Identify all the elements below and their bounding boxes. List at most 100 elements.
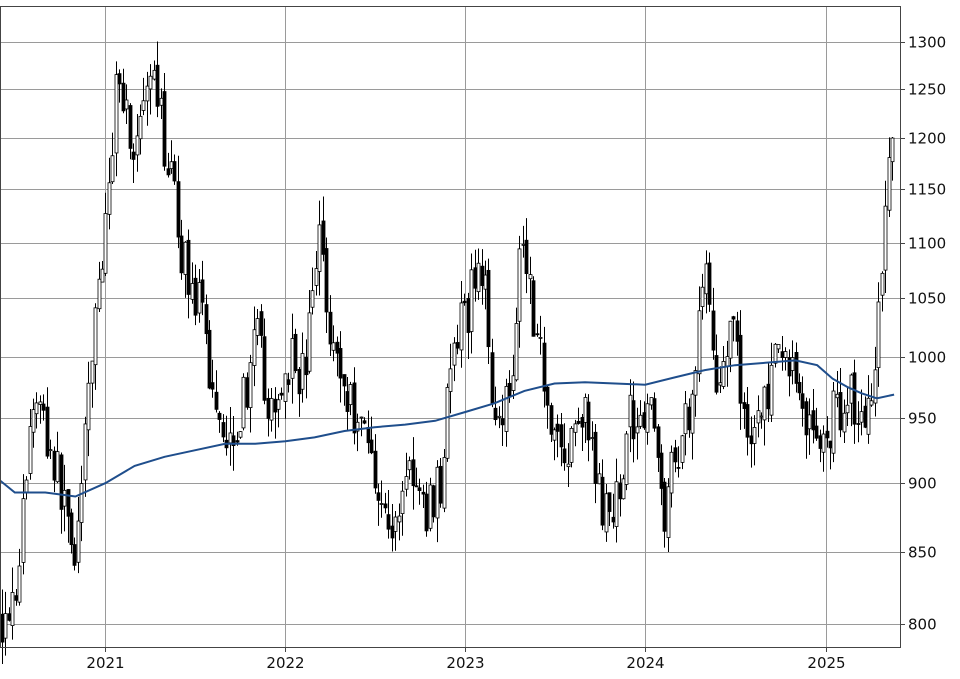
candle-body-up: [680, 435, 685, 463]
candle-body-up: [97, 278, 102, 310]
candle: [462, 293, 467, 306]
candle: [314, 250, 319, 296]
candle: [887, 137, 892, 217]
candle: [880, 271, 885, 312]
candle: [107, 157, 112, 230]
candle: [145, 71, 150, 126]
candle: [417, 478, 422, 505]
candle: [431, 484, 436, 523]
candle: [404, 452, 409, 497]
candle-body-down: [342, 374, 347, 387]
candle: [276, 394, 281, 428]
candle-body-up: [141, 100, 146, 111]
candle: [321, 196, 326, 262]
y-tick-label: 850: [908, 544, 937, 562]
candle: [310, 267, 315, 315]
candle-body-down: [204, 304, 209, 335]
candle: [245, 372, 250, 410]
candle-body-down: [580, 417, 585, 428]
candle: [645, 393, 650, 445]
candle-body-up: [769, 364, 774, 416]
candle: [825, 416, 830, 448]
candle-body-up: [762, 386, 767, 421]
candle-body-down: [59, 454, 64, 510]
candle: [776, 344, 781, 354]
candle-body-down: [121, 82, 126, 112]
candle-body-down: [293, 333, 298, 372]
candle-body-up: [776, 344, 781, 350]
candle-body-up: [252, 329, 257, 366]
candle: [638, 400, 643, 429]
candle: [317, 200, 322, 296]
candle: [369, 416, 374, 455]
candle: [390, 503, 395, 552]
candle-body-up: [683, 403, 688, 435]
candle: [34, 392, 39, 429]
x-tick-label: 2022: [266, 654, 304, 672]
candle-body-up: [835, 393, 840, 399]
candle-body-up: [666, 486, 671, 538]
candle-body-down: [618, 482, 623, 500]
candle: [549, 402, 554, 442]
candle-body-up: [10, 592, 15, 626]
candle-body-down: [531, 280, 536, 337]
candle-body-up: [476, 262, 481, 293]
candle-body-up: [452, 342, 457, 366]
candle: [241, 373, 246, 431]
candle-body-down: [373, 450, 378, 489]
candle: [428, 477, 433, 532]
candle-body-up: [400, 490, 405, 515]
candle-body-up: [459, 302, 464, 351]
candle: [697, 286, 702, 382]
candle-body-up: [669, 451, 674, 494]
candle-body-up: [62, 489, 67, 507]
candle: [538, 315, 543, 355]
candle-body-down: [493, 407, 498, 421]
candle-body-down: [797, 381, 802, 394]
candle-body-up: [628, 394, 633, 428]
candle: [514, 307, 519, 382]
candle: [535, 323, 540, 337]
candle-body-up: [31, 409, 36, 433]
candle: [652, 392, 657, 432]
candle: [883, 180, 888, 294]
candle-body-down: [421, 491, 426, 495]
candle-body-up: [638, 414, 643, 427]
plot-frame: [0, 6, 901, 648]
candle-body-down: [390, 525, 395, 539]
candle: [566, 443, 571, 488]
x-tick-label: 2024: [626, 654, 664, 672]
candle-body-up: [635, 426, 640, 434]
candle-body-up: [76, 520, 81, 563]
candle: [97, 261, 102, 313]
candle-body-up: [269, 398, 274, 421]
candle: [735, 311, 740, 356]
candle: [62, 464, 67, 532]
candle: [348, 381, 353, 416]
candle-body-up: [721, 361, 726, 387]
candle-body-down: [376, 492, 381, 501]
candle: [680, 434, 685, 470]
candle: [324, 237, 329, 333]
candle: [631, 381, 636, 463]
candle-body-down: [328, 311, 333, 345]
candle-body-down: [352, 382, 357, 434]
candle-body-down: [186, 239, 191, 295]
candle: [604, 484, 609, 542]
candle-body-down: [659, 452, 664, 489]
candle-body-up: [21, 498, 26, 563]
candle: [573, 419, 578, 447]
candle-body-up: [569, 427, 574, 463]
candle: [407, 456, 412, 480]
candle: [624, 430, 629, 491]
candle-body-down: [800, 393, 805, 409]
candle: [103, 192, 108, 277]
candle-body-down: [825, 430, 830, 439]
candle: [300, 332, 305, 403]
y-tick-label: 1000: [908, 349, 946, 367]
candle-body-down: [607, 492, 612, 512]
grid-lines: [0, 6, 900, 647]
candle-body-down: [486, 269, 491, 348]
candle-body-up: [428, 484, 433, 529]
candle-body-down: [297, 369, 302, 395]
